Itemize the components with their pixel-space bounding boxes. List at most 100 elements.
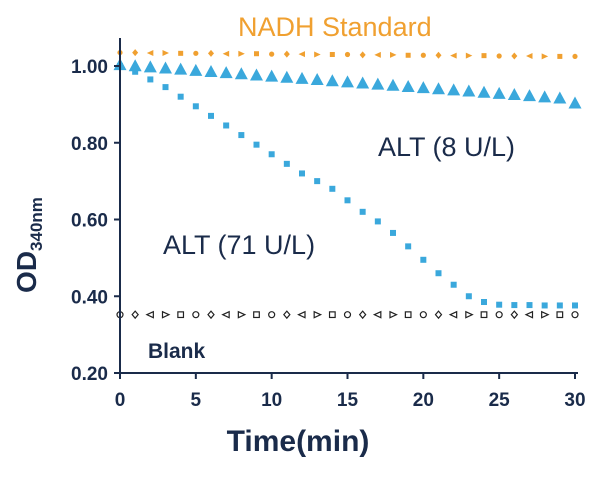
data-point-nadh — [541, 53, 549, 60]
data-point-nadh — [314, 51, 321, 58]
data-point-alt8 — [310, 73, 324, 86]
y-axis-title: OD340nm — [11, 197, 46, 293]
y-tick-label: 0.40 — [71, 287, 108, 308]
data-point-alt71 — [238, 132, 245, 139]
data-point-alt8 — [492, 86, 506, 99]
data-point-alt8 — [432, 82, 445, 95]
data-point-blank — [389, 310, 398, 319]
data-point-nadh — [359, 51, 366, 59]
data-point-alt71 — [420, 256, 427, 263]
data-point-alt8 — [401, 79, 415, 92]
data-point-alt8 — [325, 74, 339, 87]
data-point-blank — [448, 310, 458, 319]
data-point-blank — [541, 310, 550, 319]
data-point-alt8 — [371, 77, 385, 90]
data-point-nadh — [162, 49, 169, 56]
data-point-alt8 — [204, 64, 218, 77]
x-tick-label: 30 — [564, 390, 585, 411]
data-point-alt8 — [250, 68, 263, 81]
data-point-nadh — [465, 52, 473, 59]
data-point-blank — [404, 311, 412, 319]
data-point-alt8 — [507, 88, 521, 101]
data-point-blank — [343, 311, 352, 319]
chart-marks — [113, 49, 582, 320]
data-point-alt8 — [538, 90, 552, 103]
data-point-blank — [297, 310, 306, 319]
data-point-blank — [465, 310, 474, 319]
data-point-alt8 — [265, 69, 279, 82]
data-point-nadh — [329, 51, 335, 57]
data-point-blank — [192, 311, 200, 319]
data-point-alt71 — [405, 243, 412, 250]
data-point-nadh — [435, 51, 442, 59]
x-tick-label: 10 — [261, 390, 282, 411]
data-point-alt71 — [450, 281, 457, 288]
data-point-nadh — [208, 49, 214, 57]
data-point-alt71 — [526, 302, 533, 309]
data-point-alt71 — [572, 302, 578, 309]
y-tick-label: 0.20 — [71, 364, 108, 385]
y-axis-title-main: OD — [11, 251, 42, 293]
data-point-alt71 — [344, 197, 351, 204]
data-point-blank — [145, 310, 154, 319]
data-point-alt8 — [234, 67, 248, 80]
x-tick-label: 0 — [115, 390, 126, 411]
data-point-alt8 — [356, 76, 370, 89]
data-point-alt71 — [314, 178, 321, 185]
data-point-nadh — [526, 53, 533, 60]
x-axis-title: Time(min) — [227, 425, 370, 458]
data-point-nadh — [254, 51, 259, 57]
data-point-alt71 — [208, 112, 214, 119]
data-point-blank — [510, 310, 519, 320]
data-point-blank — [571, 311, 579, 319]
data-point-nadh — [557, 53, 563, 59]
chart-axes — [119, 38, 578, 374]
data-point-nadh — [405, 52, 411, 58]
x-tick-label: 15 — [337, 390, 359, 411]
data-point-alt71 — [465, 293, 472, 300]
data-point-nadh — [420, 52, 426, 58]
data-point-nadh — [450, 52, 457, 59]
data-point-alt71 — [132, 68, 139, 75]
data-point-alt71 — [374, 218, 381, 225]
data-point-blank — [434, 310, 443, 320]
data-point-alt8 — [174, 62, 188, 75]
data-point-alt71 — [390, 229, 396, 236]
data-point-alt71 — [435, 270, 442, 277]
series-label-nadh: NADH Standard — [238, 12, 432, 42]
data-point-alt8 — [295, 71, 309, 84]
data-point-alt8 — [553, 91, 567, 104]
data-point-alt8 — [416, 81, 430, 94]
data-point-nadh — [283, 50, 290, 58]
data-point-alt71 — [481, 299, 487, 306]
data-point-blank — [283, 310, 291, 320]
data-point-blank — [328, 311, 336, 319]
data-point-alt71 — [147, 76, 154, 83]
data-point-alt71 — [299, 170, 305, 177]
data-point-alt8 — [128, 59, 142, 72]
data-point-nadh — [193, 50, 199, 56]
data-point-nadh — [222, 50, 230, 57]
series-label-blank: Blank — [148, 340, 206, 363]
data-point-alt8 — [280, 70, 294, 83]
data-point-alt71 — [496, 301, 503, 308]
data-point-nadh — [178, 50, 184, 56]
data-point-blank — [495, 311, 503, 319]
data-point-blank — [237, 310, 247, 319]
data-point-nadh — [390, 51, 397, 58]
data-point-alt8 — [386, 78, 400, 91]
data-point-alt71 — [556, 302, 563, 309]
x-tick-label: 5 — [191, 390, 202, 411]
data-point-alt8 — [159, 61, 172, 74]
data-point-nadh — [374, 51, 381, 58]
data-point-nadh — [511, 52, 518, 60]
data-point-nadh — [344, 51, 351, 58]
data-point-alt8 — [219, 66, 233, 79]
data-point-blank — [161, 310, 171, 319]
data-point-nadh — [146, 49, 154, 56]
data-point-alt8 — [143, 60, 157, 73]
data-point-nadh — [496, 53, 502, 59]
data-point-nadh — [269, 51, 275, 57]
data-point-alt71 — [511, 302, 518, 309]
